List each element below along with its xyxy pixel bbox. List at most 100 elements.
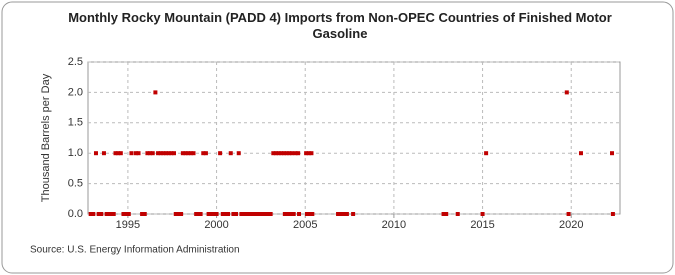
data-point	[107, 212, 112, 216]
y-tick-label: 2.0	[68, 86, 83, 98]
data-point	[263, 212, 268, 216]
data-point	[578, 151, 583, 156]
data-point	[133, 151, 138, 156]
data-point	[289, 151, 294, 156]
data-point	[285, 212, 290, 216]
data-point	[231, 212, 236, 216]
data-point	[610, 151, 615, 156]
data-point	[268, 212, 273, 216]
data-point	[273, 151, 278, 156]
data-point	[198, 212, 203, 216]
data-point	[250, 212, 255, 216]
data-point	[288, 212, 293, 216]
y-axis-label: Thousand Barrels per Day	[40, 73, 52, 202]
data-point	[183, 151, 188, 156]
data-point	[158, 151, 163, 156]
data-point	[255, 212, 260, 216]
data-point	[564, 90, 569, 95]
data-point	[142, 212, 147, 216]
data-point	[281, 151, 286, 156]
data-point	[145, 151, 150, 156]
data-point	[265, 212, 270, 216]
data-point	[206, 212, 211, 216]
data-point	[104, 212, 109, 216]
data-point	[223, 212, 228, 216]
data-point	[297, 212, 302, 216]
data-point	[203, 151, 208, 156]
data-point	[136, 151, 141, 156]
data-point	[201, 151, 206, 156]
y-tick-label: 1.5	[68, 117, 83, 129]
data-point	[244, 212, 249, 216]
data-point	[236, 151, 241, 156]
data-point	[126, 212, 131, 216]
data-point	[179, 212, 184, 216]
data-point	[480, 212, 485, 216]
data-point	[305, 212, 310, 216]
data-point	[258, 212, 263, 216]
y-tick-label: 0.5	[68, 178, 83, 190]
data-point	[121, 212, 126, 216]
data-point	[220, 212, 225, 216]
x-tick-label: 2020	[559, 219, 583, 231]
data-point	[173, 212, 178, 216]
data-point	[566, 212, 571, 216]
y-tick-label: 1.0	[68, 147, 83, 159]
data-point	[169, 151, 174, 156]
data-point	[260, 212, 265, 216]
data-point	[99, 212, 104, 216]
data-point	[214, 212, 219, 216]
x-tick-label: 2015	[470, 219, 494, 231]
data-point	[279, 151, 284, 156]
data-point	[296, 151, 301, 156]
x-tick-label: 2005	[293, 219, 317, 231]
data-point	[287, 151, 292, 156]
data-point	[291, 212, 296, 216]
data-point	[118, 151, 123, 156]
data-point	[344, 212, 349, 216]
data-point	[310, 212, 315, 216]
data-point	[140, 212, 145, 216]
data-point	[252, 212, 257, 216]
data-point	[176, 212, 181, 216]
data-point	[188, 151, 193, 156]
chart-title: Monthly Rocky Mountain (PADD 4) Imports …	[68, 10, 612, 41]
source: Source: U.S. Energy Information Administ…	[30, 245, 240, 256]
data-point	[307, 212, 312, 216]
data-point	[226, 212, 231, 216]
data-point	[218, 151, 223, 156]
data-point	[111, 212, 116, 216]
data-point	[129, 151, 134, 156]
data-point	[239, 212, 244, 216]
data-point	[284, 151, 289, 156]
data-point	[101, 151, 106, 156]
data-point	[276, 151, 281, 156]
data-point	[247, 212, 252, 216]
data-point	[234, 212, 239, 216]
y-tick-label: 0.0	[68, 208, 83, 220]
data-point	[351, 212, 356, 216]
data-point	[116, 151, 121, 156]
data-point	[180, 151, 185, 156]
data-point	[172, 151, 177, 156]
data-point	[164, 151, 169, 156]
data-point	[209, 212, 214, 216]
data-point	[148, 151, 153, 156]
data-point	[93, 151, 98, 156]
data-point	[156, 151, 161, 156]
data-point	[150, 151, 155, 156]
data-point	[124, 212, 129, 216]
data-point	[88, 212, 93, 216]
data-point	[309, 151, 314, 156]
x-tick-label: 2000	[204, 219, 228, 231]
data-point	[211, 212, 216, 216]
data-point	[194, 212, 199, 216]
data-point	[161, 151, 166, 156]
data-point	[441, 212, 446, 216]
plot-area	[87, 61, 621, 215]
data-point	[91, 212, 96, 216]
data-point	[153, 90, 158, 95]
data-point	[304, 151, 309, 156]
data-point	[166, 151, 171, 156]
